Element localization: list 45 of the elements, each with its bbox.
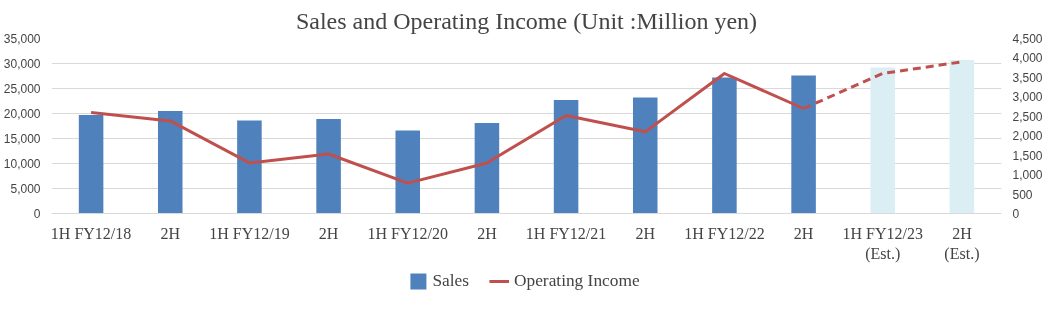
legend-label: Sales [432, 271, 469, 291]
x-tick-label: 2H [635, 224, 656, 242]
y2-tick-label: 2,500 [1012, 109, 1043, 124]
bar [791, 75, 816, 214]
x-tick-label: 1H FY12/23 (Est.) [842, 224, 923, 263]
x-tick-label: 2H [160, 224, 181, 242]
y-tick-label: 35,000 [3, 32, 41, 46]
y2-tick-label: 1,500 [1012, 148, 1043, 163]
y2-tick-label: 1,000 [1012, 168, 1043, 183]
y2-tick-label: 4,000 [1012, 51, 1043, 66]
bar [949, 60, 975, 214]
bar [870, 67, 896, 214]
y2-tick-label: 4,500 [1012, 32, 1043, 46]
bar [632, 97, 658, 214]
x-tick-label: 2H [477, 224, 498, 242]
chart-title: Sales and Operating Income (Unit :Million yen) [295, 7, 758, 34]
x-tick-label: 2H [318, 224, 339, 242]
bar [316, 119, 341, 214]
y-tick-label: 0 [33, 207, 41, 221]
x-tick-label: 1H FY12/22 [684, 224, 765, 242]
y2-tick-label: 0 [1012, 207, 1020, 221]
bar [157, 111, 183, 214]
bar [395, 130, 421, 214]
x-tick-label: 2H (Est.) [944, 224, 980, 263]
x-tick-label: 1H FY12/21 [525, 224, 607, 242]
y-tick-label: 15,000 [3, 132, 41, 146]
x-tick-label: 2H [793, 224, 814, 242]
x-tick-label: 1H FY12/19 [209, 224, 290, 242]
bar [237, 120, 262, 214]
y2-tick-label: 3,000 [1012, 90, 1043, 105]
legend-label: Operating Income [513, 271, 640, 291]
y2-tick-label: 3,500 [1012, 70, 1043, 85]
y-tick-label: 5,000 [10, 182, 41, 196]
y2-tick-label: 2,000 [1012, 129, 1043, 144]
bar [78, 115, 104, 214]
bar [712, 77, 737, 214]
y-tick-label: 20,000 [3, 107, 41, 121]
x-tick-label: 1H FY12/18 [50, 224, 132, 242]
y2-tick-label: 500 [1012, 187, 1033, 202]
y-tick-label: 30,000 [3, 57, 41, 71]
y-tick-label: 10,000 [3, 157, 41, 171]
y-tick-label: 25,000 [3, 82, 41, 96]
bar [474, 123, 500, 214]
bar [553, 100, 579, 214]
x-tick-label: 1H FY12/20 [367, 224, 448, 242]
